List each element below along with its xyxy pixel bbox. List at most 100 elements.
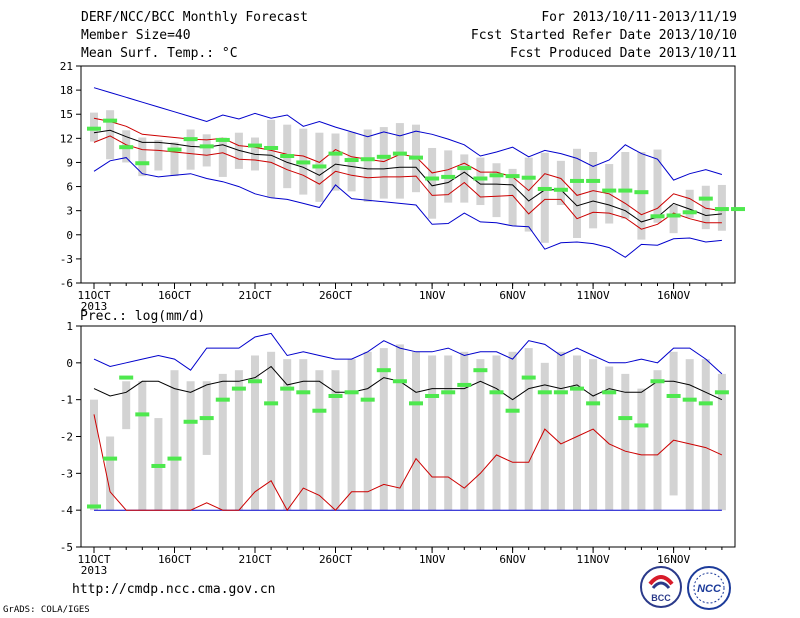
temp-observed-marker [425,176,440,181]
prec-box [267,351,276,511]
prec-box [701,359,710,511]
prec-observed-marker [360,397,375,402]
forecast-period: For 2013/10/11-2013/11/19 [541,10,737,25]
prec-observed-marker [392,379,407,384]
temp-x-tick-label: 11OCT [77,289,110,302]
temp-box [621,151,630,219]
temp-plot-frame [80,65,736,284]
prec-x-tick-label: 11OCT [77,553,110,566]
prec-observed-marker [87,504,101,509]
prec-observed-marker [489,390,504,395]
temp-year-label: 2013 [81,300,108,313]
source-url[interactable]: http://cmdp.ncc.cma.gov.cn [72,582,276,597]
temp-median-line [93,129,722,223]
temp-box [508,168,517,226]
temp-box [363,129,372,202]
prec-observed-marker [505,408,520,413]
prec-observed-marker [167,456,182,461]
prec-observed-marker [553,390,568,395]
temp-observed-marker [618,188,633,193]
bcc-logo-text: BCC [651,593,671,603]
temp-x-tick-label: 21OCT [238,289,271,302]
prec-median-line [93,365,723,401]
temp-observed-marker [441,174,456,179]
temp-x-tick-label: 26OCT [319,289,352,302]
temp-observed-marker [602,188,617,193]
temp-observed-marker [553,187,568,192]
temp-y-tick-label: 18 [60,84,73,97]
prec-observed-marker [103,456,118,461]
temp-observed-marker [248,143,262,148]
variable-label: Mean Surf. Temp.: °C [81,46,238,61]
ncc-logo-text: NCC [697,583,722,595]
temp-box [395,123,404,199]
prec-box [717,373,726,511]
prec-observed-marker [296,390,311,395]
temp-y-tick-label: 3 [66,205,73,218]
prec-box [573,355,581,511]
temp-observed-marker [409,155,423,160]
temp-box [701,185,710,230]
temp-observed-marker [731,207,745,212]
prec-observed-marker [537,390,552,395]
temp-y-tick-label: -6 [60,277,73,290]
prec-observed-marker [231,386,246,391]
prec-y-tick-label: 1 [66,320,73,333]
temp-box [331,133,340,191]
temp-observed-marker [489,173,504,178]
prec-y-tick-label: -3 [60,467,73,480]
temp-box [492,163,501,218]
prec-x-tick-label: 16NOV [657,553,690,566]
temp-box [154,139,163,171]
prec-observed-marker [376,368,391,373]
prec-box [299,359,308,511]
temp-box [106,110,115,160]
temp-box [138,137,147,177]
prec-observed-marker [248,379,262,384]
temp-box [428,147,437,219]
prec-x-tick-label: 11NOV [577,553,610,566]
prec-x-tick-label: 16OCT [158,553,191,566]
prec-observed-marker [312,408,327,413]
prec-box [218,373,227,511]
prec-y-tick-label: -2 [60,431,73,444]
prec-observed-marker [135,412,150,417]
prec-box [524,348,533,511]
prec-box [685,359,694,511]
prec-box [379,348,388,511]
prec-box [508,351,517,511]
prec-observed-marker [586,401,601,406]
prec-observed-marker [199,416,214,421]
prec-box [556,351,565,511]
prec-observed-marker [650,379,665,384]
precip-axis-label: Prec.: log(mm/d) [80,309,206,324]
prec-box [412,351,420,511]
prec-box [283,359,292,511]
temp-observed-marker [312,164,327,169]
prec-observed-marker [280,386,295,391]
prec-box [138,381,147,511]
temp-box [573,148,581,238]
prec-box [460,351,469,511]
temp-observed-marker [392,151,407,156]
prec-y-tick-label: -4 [60,504,74,517]
temp-observed-marker [698,196,713,201]
prec-box [395,344,404,511]
temp-observed-marker [199,144,214,149]
prec-box [492,355,501,511]
temp-observed-marker [183,137,198,142]
temp-observed-marker [264,145,279,150]
temp-observed-marker [119,145,134,150]
temp-observed-marker [521,175,536,180]
prec-observed-marker [328,393,343,398]
temp-observed-marker [296,160,311,165]
prec-observed-marker [215,397,230,402]
prec-observed-marker [425,393,440,398]
prec-box [476,359,485,511]
temp-observed-marker [344,158,359,163]
prec-box [315,370,324,511]
prec-observed-marker [441,390,456,395]
prec-observed-marker [264,401,279,406]
prec-box [669,351,678,496]
